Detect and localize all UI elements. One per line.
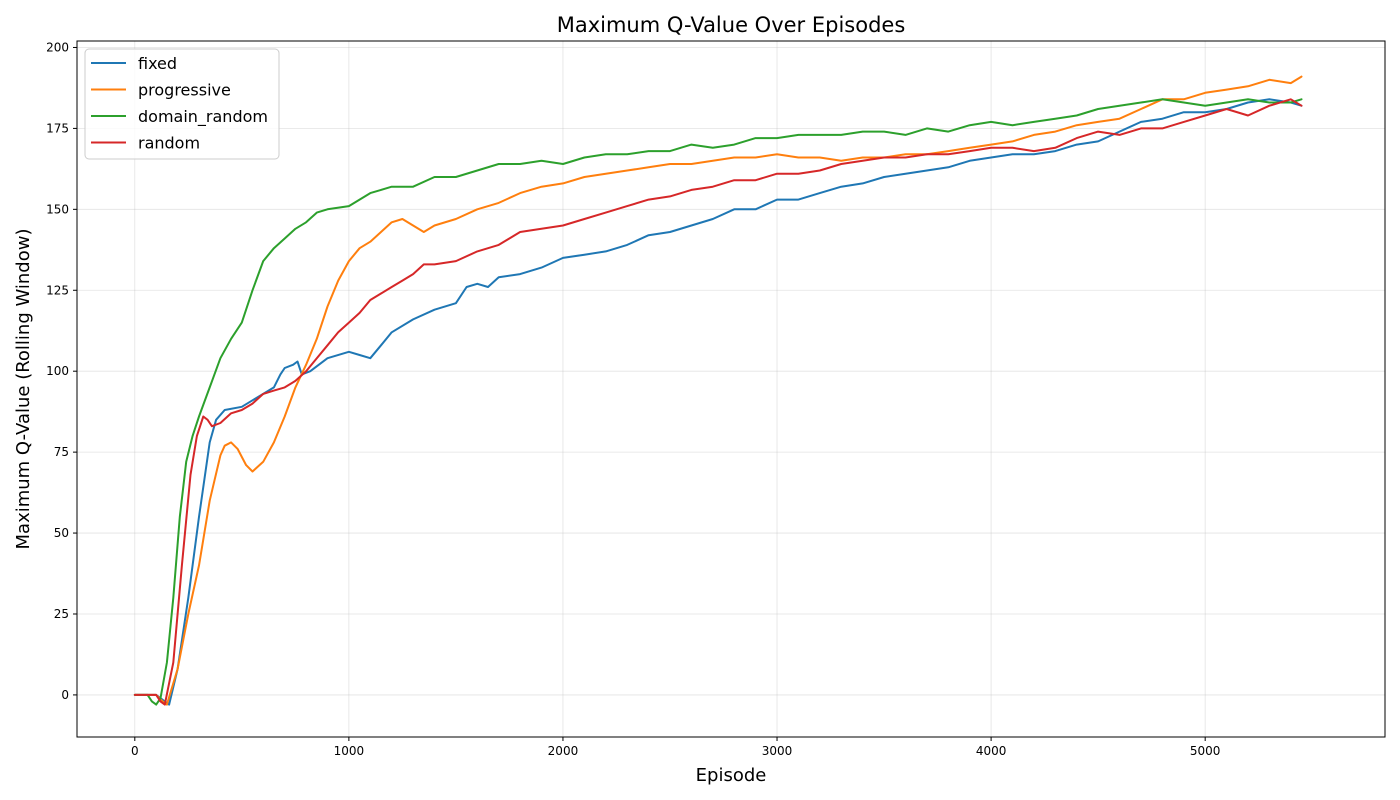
y-tick-label: 75 <box>54 445 69 459</box>
legend-label-progressive: progressive <box>138 81 231 100</box>
y-tick-label: 100 <box>46 364 69 378</box>
y-tick-label: 0 <box>61 688 69 702</box>
y-tick-label: 25 <box>54 607 69 621</box>
x-tick-label: 2000 <box>548 744 579 758</box>
x-tick-label: 1000 <box>334 744 365 758</box>
y-tick-label: 175 <box>46 121 69 135</box>
x-tick-label: 0 <box>131 744 139 758</box>
x-tick-label: 5000 <box>1190 744 1221 758</box>
legend-box <box>84 48 280 160</box>
x-axis-title: Episode <box>696 765 767 786</box>
y-tick-label: 125 <box>46 283 69 297</box>
chart-title: Maximum Q-Value Over Episodes <box>557 13 906 37</box>
x-tick-label: 4000 <box>976 744 1007 758</box>
y-tick-label: 50 <box>54 526 69 540</box>
series-lines <box>133 75 1303 706</box>
plot-frame <box>76 40 1386 738</box>
series-line-random <box>133 98 1303 706</box>
y-tick-label: 200 <box>46 40 69 54</box>
series-line-progressive <box>133 75 1303 706</box>
axis-ticks: 0 1000 2000 3000 4000 5000 0 25 50 75 100 125 150 175… <box>46 40 1220 758</box>
legend-label-domain-random: domain_random <box>138 107 268 127</box>
y-tick-label: 150 <box>46 202 69 216</box>
legend-label-fixed: fixed <box>138 54 177 73</box>
y-axis-title: Maximum Q-Value (Rolling Window) <box>13 229 34 550</box>
x-tick-label: 3000 <box>762 744 793 758</box>
legend-label-random: random <box>138 134 200 153</box>
series-line-domain-random <box>133 98 1303 706</box>
grid <box>77 41 1385 737</box>
